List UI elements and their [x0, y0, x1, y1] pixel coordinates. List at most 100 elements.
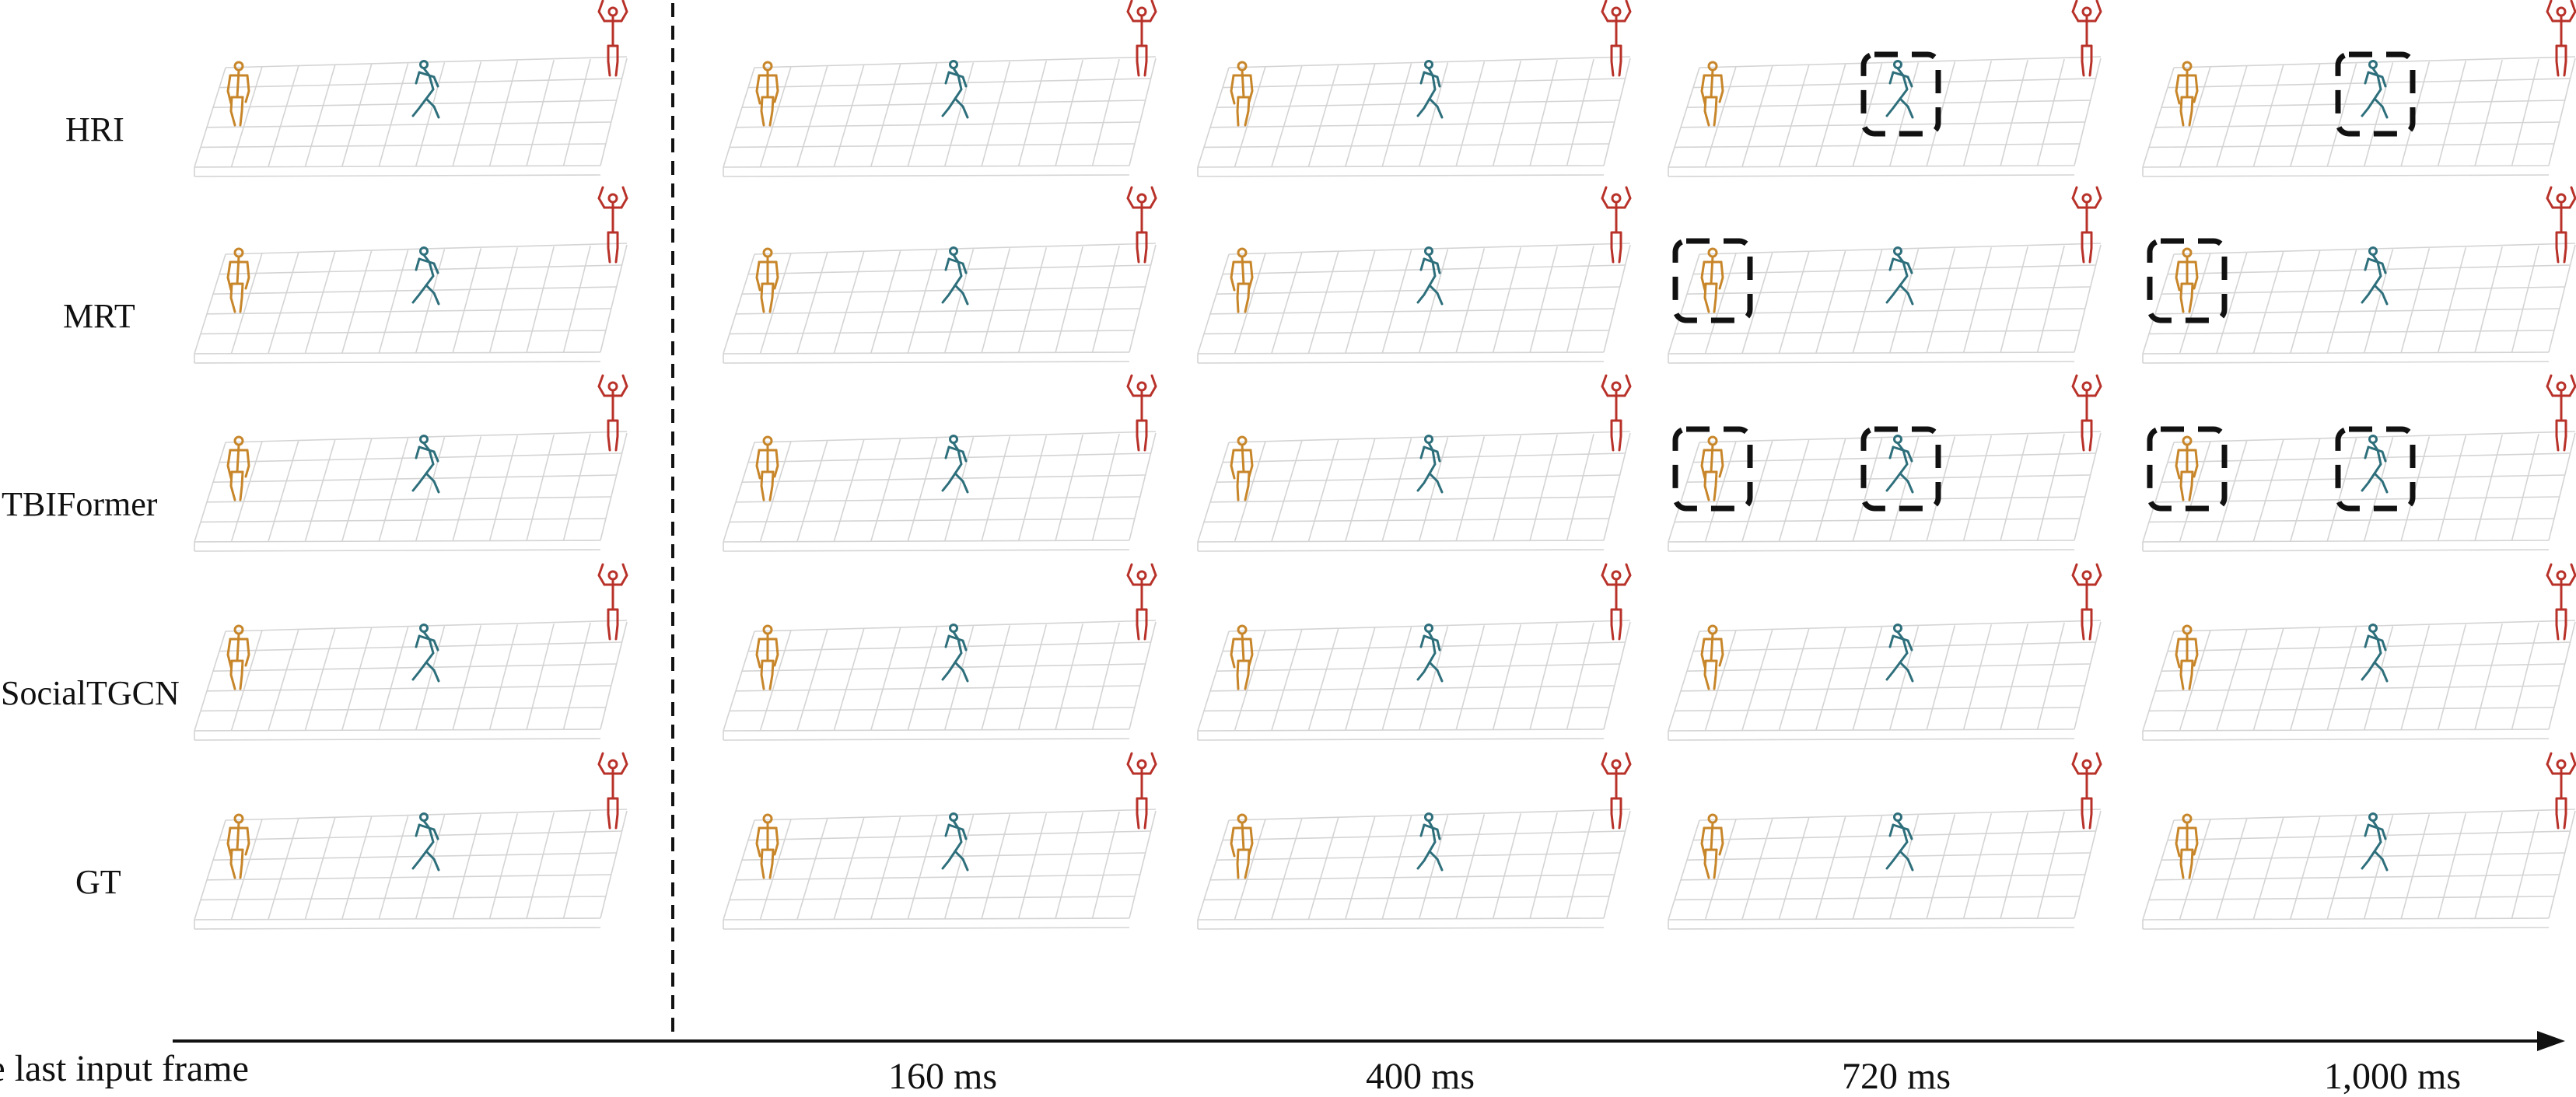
- floor-grid: [1668, 243, 2102, 364]
- column-label: 1,000 ms: [2324, 1056, 2461, 1097]
- blue-skeleton: [1416, 435, 1444, 494]
- blue-skeleton: [2361, 624, 2389, 683]
- floor-grid: [2142, 56, 2576, 177]
- floor-grid: [1668, 56, 2102, 177]
- highlight-box-orange: [2147, 426, 2228, 512]
- floor-grid: [2142, 809, 2576, 930]
- red-skeleton: [1601, 563, 1632, 641]
- floor-grid: [723, 431, 1157, 552]
- row-label: TBIFormer: [2, 485, 158, 523]
- red-skeleton: [1126, 374, 1157, 452]
- red-skeleton: [597, 186, 628, 264]
- floor-grid: [1197, 620, 1631, 741]
- floor-grid: [723, 243, 1157, 364]
- blue-skeleton: [411, 624, 440, 683]
- floor-grid: [194, 620, 628, 741]
- red-skeleton: [2546, 186, 2576, 264]
- blue-skeleton: [2361, 812, 2389, 872]
- orange-skeleton: [1230, 624, 1254, 690]
- blue-skeleton: [1885, 246, 1914, 306]
- column-label: The last input frame: [0, 1048, 249, 1089]
- grid-panels: [194, 56, 2576, 930]
- blue-skeleton: [411, 435, 440, 494]
- orange-skeleton: [226, 61, 250, 127]
- blue-skeleton: [411, 60, 440, 119]
- floor-grid: [2142, 620, 2576, 741]
- floor-grid: [2142, 243, 2576, 364]
- orange-skeleton: [755, 813, 779, 879]
- blue-skeleton: [1416, 246, 1444, 306]
- red-skeleton: [1126, 0, 1157, 77]
- highlight-box-blue: [2335, 426, 2416, 512]
- blue-skeleton: [411, 812, 440, 872]
- orange-skeleton: [226, 435, 250, 501]
- orange-skeleton: [1230, 813, 1254, 879]
- red-skeleton: [2071, 186, 2102, 264]
- floor-grid: [723, 809, 1157, 930]
- red-skeleton: [2546, 374, 2576, 452]
- red-skeleton: [597, 563, 628, 641]
- blue-skeleton: [1885, 812, 1914, 872]
- orange-skeleton: [1230, 61, 1254, 127]
- blue-skeleton: [941, 812, 969, 872]
- red-skeleton: [597, 0, 628, 77]
- orange-skeleton: [2175, 61, 2199, 127]
- blue-skeleton: [941, 435, 969, 494]
- column-label: 720 ms: [1842, 1056, 1951, 1097]
- floor-grid: [194, 243, 628, 364]
- floor-grid: [1197, 243, 1631, 364]
- orange-skeleton: [755, 624, 779, 690]
- orange-skeleton: [2175, 247, 2199, 313]
- blue-skeleton: [941, 624, 969, 683]
- red-skeleton: [2546, 0, 2576, 77]
- floor-grid: [194, 431, 628, 552]
- highlight-box-blue: [1860, 51, 1941, 137]
- blue-skeleton: [1416, 812, 1444, 872]
- red-skeleton: [2071, 563, 2102, 641]
- red-skeleton: [2071, 752, 2102, 830]
- highlight-box-orange: [1672, 426, 1753, 512]
- blue-skeleton: [1416, 60, 1444, 119]
- orange-skeleton: [1230, 247, 1254, 313]
- blue-skeleton: [411, 246, 440, 306]
- orange-skeleton: [755, 247, 779, 313]
- red-skeleton: [1126, 186, 1157, 264]
- floor-grid: [1197, 431, 1631, 552]
- row-label: SocialTGCN: [1, 674, 180, 712]
- floor-grid: [723, 620, 1157, 741]
- red-skeleton: [1126, 563, 1157, 641]
- blue-skeleton: [1885, 60, 1914, 119]
- orange-skeleton: [2175, 813, 2199, 879]
- blue-skeleton: [2361, 435, 2389, 494]
- orange-skeleton: [226, 813, 250, 879]
- row-label: HRI: [65, 110, 124, 148]
- column-labels: The last input frame 160 ms 400 ms 720 ms 1,…: [0, 1048, 2461, 1097]
- red-skeleton: [2071, 374, 2102, 452]
- highlight-box-blue: [1860, 426, 1941, 512]
- orange-skeleton: [1700, 813, 1724, 879]
- orange-skeleton: [1700, 435, 1724, 501]
- orange-skeleton: [1700, 247, 1724, 313]
- red-skeleton: [2071, 0, 2102, 77]
- column-label: 400 ms: [1366, 1056, 1475, 1097]
- red-skeleton: [1601, 752, 1632, 830]
- orange-skeleton: [2175, 624, 2199, 690]
- highlight-box-orange: [1672, 238, 1753, 323]
- blue-skeleton: [2361, 60, 2389, 119]
- blue-skeleton: [1885, 624, 1914, 683]
- floor-grid: [1668, 431, 2102, 552]
- blue-skeleton: [1885, 435, 1914, 494]
- orange-skeleton: [226, 247, 250, 313]
- floor-grid: [194, 56, 628, 177]
- orange-skeleton: [2175, 435, 2199, 501]
- floor-grid: [1668, 809, 2102, 930]
- floor-grid: [1197, 809, 1631, 930]
- highlight-box-orange: [2147, 238, 2228, 323]
- orange-skeleton: [1700, 61, 1724, 127]
- orange-skeleton: [1700, 624, 1724, 690]
- orange-skeleton: [1230, 435, 1254, 501]
- time-axis: [173, 1031, 2565, 1051]
- column-label: 160 ms: [888, 1056, 997, 1097]
- blue-skeleton: [1416, 624, 1444, 683]
- red-skeleton: [1601, 186, 1632, 264]
